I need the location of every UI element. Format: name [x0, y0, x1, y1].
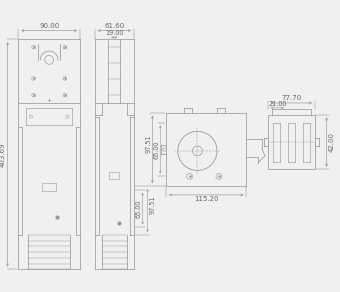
Text: 65.00: 65.00 — [136, 199, 142, 218]
Text: 42.00: 42.00 — [328, 132, 335, 152]
Text: 21.00: 21.00 — [268, 101, 287, 107]
Text: 65.00: 65.00 — [153, 140, 159, 159]
Text: 77.70: 77.70 — [281, 95, 302, 102]
Text: 97.51: 97.51 — [150, 195, 155, 214]
Text: 115.20: 115.20 — [194, 197, 219, 202]
Text: 19.00: 19.00 — [105, 30, 123, 36]
Text: 90.00: 90.00 — [39, 23, 59, 29]
Text: 97.51: 97.51 — [146, 134, 151, 153]
Text: 403.69: 403.69 — [0, 142, 6, 167]
Text: 61.60: 61.60 — [104, 23, 124, 29]
